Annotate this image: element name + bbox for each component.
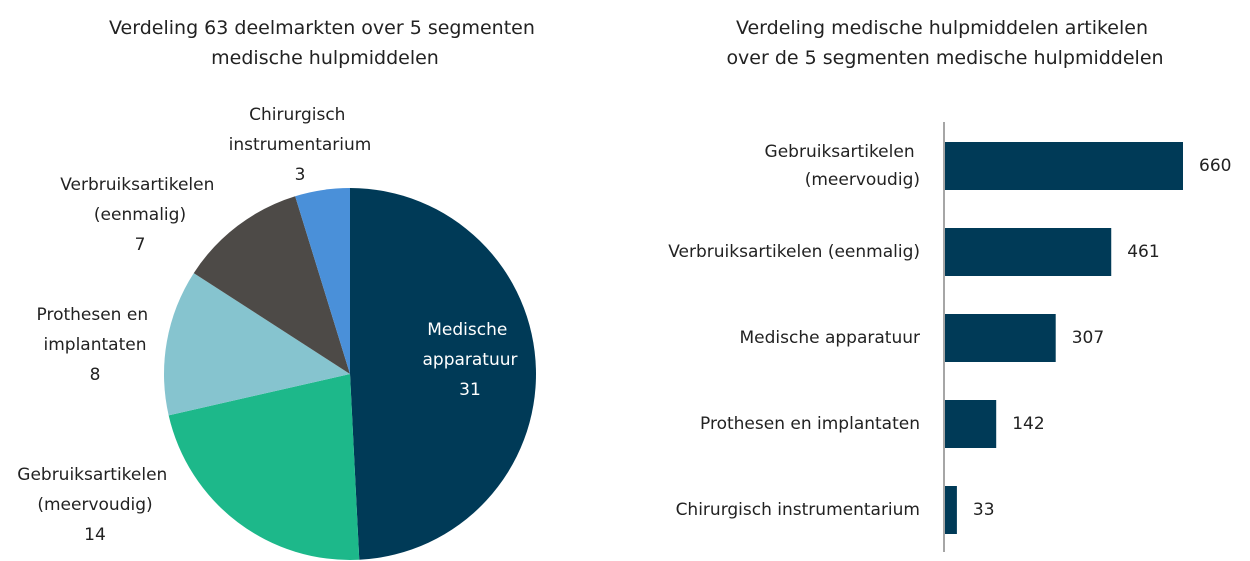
slice-value: 3	[295, 165, 306, 185]
value-label: 307	[1072, 328, 1104, 348]
chart-title: Verdeling 63 deelmarkten over 5 segmente…	[109, 17, 541, 69]
bar-chart: Verdeling medische hulpmiddelen artikele…	[668, 17, 1231, 552]
pie-slice	[168, 374, 360, 560]
category-label: Gebruiksartikelen (meervoudig)	[765, 142, 920, 190]
bar	[945, 400, 997, 448]
category-label: Prothesen en implantaten	[700, 414, 920, 434]
slice-value: 8	[90, 365, 101, 385]
pie-slice	[193, 196, 350, 374]
slice-label: Chirurgisch instrumentarium	[229, 105, 372, 155]
value-label: 660	[1199, 156, 1231, 176]
slice-label: Gebruiksartikelen (meervoudig)	[17, 465, 172, 515]
bar	[945, 142, 1183, 190]
slice-value: 7	[135, 235, 146, 255]
bar	[945, 228, 1112, 276]
slice-label: Verbruiksartikelen (eenmalig)	[60, 175, 220, 225]
pie-slice	[164, 273, 350, 416]
value-label: 33	[973, 500, 995, 520]
pie-slice	[350, 188, 536, 560]
slice-label: Prothesen en implantaten	[37, 305, 154, 355]
category-label: Medische apparatuur	[739, 328, 920, 348]
category-label: Chirurgisch instrumentarium	[676, 500, 920, 520]
slice-value: 31	[459, 380, 481, 400]
pie-slice	[295, 188, 350, 374]
chart-title: Verdeling medische hulpmiddelen artikele…	[726, 17, 1163, 69]
category-label: Verbruiksartikelen (eenmalig)	[668, 242, 920, 262]
slice-value: 14	[84, 525, 106, 545]
bar	[945, 486, 957, 534]
bar	[945, 314, 1056, 362]
slice-label: Medische apparatuur	[422, 320, 517, 370]
value-label: 142	[1012, 414, 1044, 434]
pie-chart: Verdeling 63 deelmarkten over 5 segmente…	[17, 17, 541, 560]
value-label: 461	[1127, 242, 1159, 262]
